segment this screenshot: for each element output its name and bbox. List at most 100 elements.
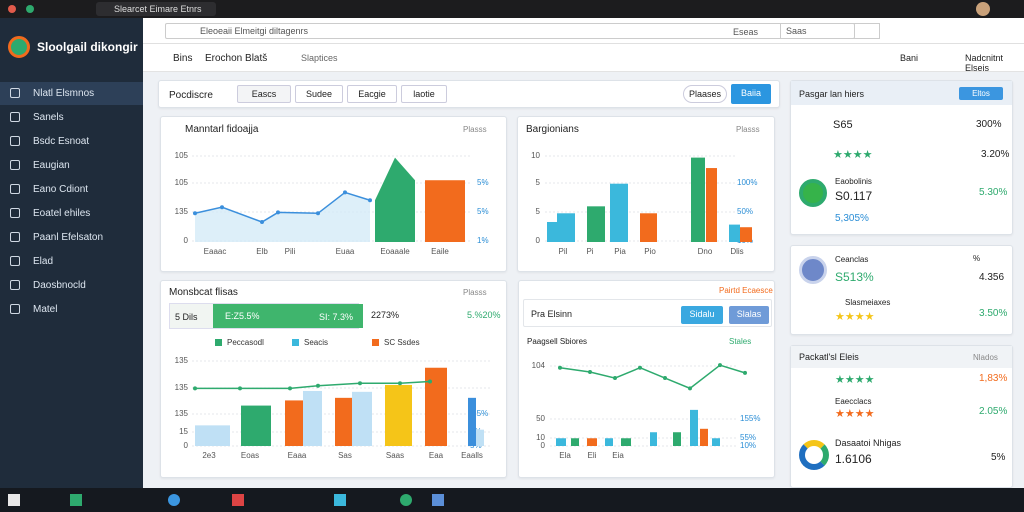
action-button[interactable]: Baiia	[731, 84, 771, 104]
filter-label: Pocdiscre	[169, 90, 213, 101]
toggle[interactable]: Plaases	[683, 85, 727, 103]
menu-item[interactable]: Daosbnocld	[33, 280, 86, 291]
card-title: Bargionians	[526, 124, 579, 135]
avatar[interactable]	[976, 2, 990, 16]
filter-button[interactable]: Eascs	[237, 85, 291, 103]
item-value: 1.6106	[835, 452, 872, 466]
stats-title: Packatl'sl Eleis	[799, 352, 859, 362]
header: Bins Erochon Blatš Slaptices Bani Nadcni…	[143, 44, 1024, 73]
button[interactable]: Slalas	[729, 306, 769, 324]
donut-icon	[799, 440, 829, 470]
toolbar	[523, 299, 772, 327]
menu-icon	[10, 112, 20, 122]
logo: Sloolgail dikongir	[37, 40, 138, 54]
user-link[interactable]: Bani	[900, 53, 919, 63]
sub-caption: Slasmeiaxes	[845, 298, 891, 307]
row-value: 3.20%	[981, 149, 1010, 160]
card-menu[interactable]: Plasss	[463, 125, 487, 134]
stars: ★★★★	[835, 374, 875, 386]
chart-card: Manntarl fidoajja Plasss	[160, 116, 507, 272]
progress-bar: E:Z5.5%	[213, 304, 363, 328]
stats-card: Pasgar lan hiers Eltos S65 300% ★★★★ 3.2…	[790, 80, 1013, 235]
stats-link[interactable]: Nlados	[973, 353, 998, 362]
app-icon[interactable]	[232, 494, 244, 506]
menu-item[interactable]: Elad	[33, 256, 54, 267]
menu-item[interactable]: Nlatl Elsmnos	[0, 82, 143, 105]
app-icon[interactable]	[334, 494, 346, 506]
start[interactable]	[8, 494, 20, 506]
filter-button[interactable]: laotie	[401, 85, 447, 103]
filter-bar: Pocdiscre Eascs Sudee Eacgie laotie Plaa…	[158, 80, 780, 108]
card-title: Monsbcat flisas	[169, 287, 238, 298]
item-icon	[799, 179, 827, 207]
filter-button[interactable]: Eacgie	[347, 85, 397, 103]
address-row: Eleoeaii Elmeitgi diltagenrs Eseas Saas	[143, 18, 1024, 44]
bookmark[interactable]: Eseas	[733, 27, 759, 37]
button[interactable]: Sidalu	[681, 306, 723, 324]
stats-title: Pasgar lan hiers	[799, 89, 865, 99]
window-dot[interactable]	[26, 5, 34, 13]
app-icon[interactable]	[70, 494, 82, 506]
stats-header	[791, 346, 1012, 368]
stars: ★★★★	[833, 149, 873, 161]
progress-third: 5.%20%	[467, 310, 501, 320]
search[interactable]: Saas	[780, 23, 880, 39]
unit: %	[973, 254, 981, 263]
item-right: 5.30%	[979, 187, 1008, 198]
progress-second: 2273%	[371, 310, 400, 320]
menu-icon	[10, 88, 20, 98]
item-caption: Dasaatoi Nhigas	[835, 438, 902, 448]
menu-item[interactable]: Matel	[33, 304, 58, 315]
item-icon	[799, 256, 827, 284]
row-caption: Eaecclacs	[835, 397, 872, 406]
card-title: Pra Elsinn	[531, 309, 573, 319]
header-tab[interactable]: Slaptices	[301, 53, 338, 63]
subtitle: Paagsell Sbiores	[527, 337, 588, 346]
card-menu[interactable]: Plasss	[463, 288, 487, 297]
menu-icon	[10, 160, 20, 170]
menu-icon	[10, 208, 20, 218]
window-dot[interactable]	[8, 5, 16, 13]
menu-item[interactable]: Bsdc Esnoat	[33, 136, 90, 147]
chart-card: Pairtd Ecaesce Pra Elsinn Sidalu Slalas …	[518, 280, 775, 478]
stars: ★★★★	[835, 311, 875, 323]
menu-icon	[10, 184, 20, 194]
menu-item[interactable]: Sanels	[33, 112, 64, 123]
menu-item[interactable]: Paanl Efelsaton	[33, 232, 104, 243]
item-caption: Eaobolinis	[835, 177, 872, 186]
item-change: 5,305%	[835, 213, 869, 224]
app-icon[interactable]	[432, 494, 444, 506]
item-right: 5%	[991, 452, 1006, 463]
stats-card: Packatl'sl Eleis Nlados ★★★★ 1,83% Eaecc…	[790, 345, 1013, 488]
menu-item[interactable]: Eano Cdiont	[33, 184, 89, 195]
progress-label: 5 Dils	[175, 312, 198, 322]
row-value: 2.05%	[979, 406, 1008, 417]
row-value: 1,83%	[979, 373, 1008, 384]
tag: Pairtd Ecaesce	[719, 286, 773, 295]
item-value: S0.117	[835, 189, 873, 203]
url-bar[interactable]: Eleoeaii Elmeitgi diltagenrs	[165, 23, 855, 39]
card-menu[interactable]: Plasss	[736, 125, 760, 134]
browser-bar: Slearcet Eimare Etnrs	[0, 0, 1024, 18]
logo-icon	[8, 36, 30, 58]
stars: ★★★★	[835, 408, 875, 420]
menu-icon	[10, 304, 20, 314]
header-tab[interactable]: Erochon Blatš	[205, 53, 268, 64]
menu-item[interactable]: Eoatel ehiles	[33, 208, 91, 219]
card-title: Manntarl fidoajja	[185, 124, 259, 135]
app-icon[interactable]	[168, 494, 180, 506]
filter-button[interactable]: Sudee	[295, 85, 343, 103]
status: Stales	[729, 337, 752, 346]
chart-card: Bargionians Plasss	[517, 116, 775, 272]
progress-sub: SI: 7.3%	[319, 312, 354, 322]
chart-card: Monsbcat flisas Plasss 5 Dils E:Z5.5% SI…	[160, 280, 507, 478]
menu-icon	[10, 136, 20, 146]
header-tab[interactable]: Bins	[173, 53, 193, 64]
app-icon[interactable]	[400, 494, 412, 506]
menu-icon	[10, 232, 20, 242]
tab[interactable]: Slearcet Eimare Etnrs	[96, 2, 216, 16]
menu-item[interactable]: Eaugian	[33, 160, 70, 171]
user-name[interactable]: Nadcnitnt Elseis	[965, 53, 1004, 73]
